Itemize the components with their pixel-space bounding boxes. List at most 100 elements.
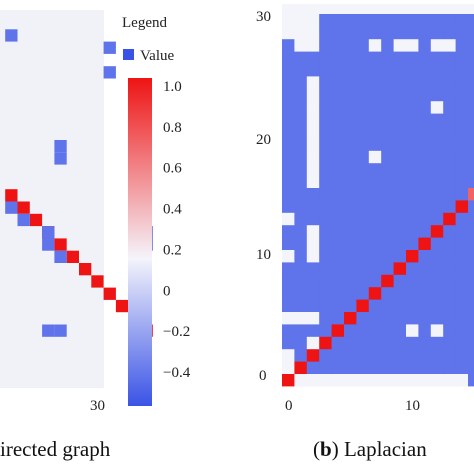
- panel-b-cell: [294, 224, 308, 238]
- panel-b-cell: [381, 200, 394, 213]
- panel-b-cell: [331, 286, 345, 300]
- panel-b-cell: [418, 88, 432, 102]
- panel-b-cell: [356, 14, 370, 27]
- panel-b-cell: [418, 26, 432, 40]
- panel-b-cell: [393, 51, 407, 64]
- panel-b-cell: [381, 361, 394, 374]
- panel-a-cell: [54, 324, 67, 337]
- panel-b-cell: [319, 286, 332, 300]
- panel-b-cell: [331, 336, 345, 350]
- panel-b-cell: [443, 212, 456, 226]
- panel-b-cell: [356, 324, 370, 337]
- panel-b-cell: [294, 88, 308, 102]
- panel-b-cell: [393, 212, 407, 226]
- panel-b-caption-text: Laplacian: [344, 437, 427, 461]
- panel-b-cell: [393, 224, 407, 238]
- panel-b-cell: [344, 262, 357, 275]
- panel-b-cell: [406, 348, 419, 362]
- panel-b-cell: [282, 324, 295, 337]
- panel-b-cell: [406, 212, 419, 226]
- panel-b-cell: [381, 262, 394, 275]
- panel-b-cell: [455, 100, 469, 114]
- panel-b-cell: [319, 175, 332, 188]
- panel-b-cell: [319, 88, 332, 102]
- panel-b-cell: [344, 373, 357, 387]
- panel-b-cell: [393, 125, 407, 139]
- panel-b-cell: [356, 274, 370, 288]
- panel-b-cell: [306, 14, 320, 27]
- panel-b-cell: [468, 187, 474, 201]
- panel-b-cell: [443, 200, 456, 213]
- panel-b-cell: [356, 373, 370, 387]
- panel-b-cell: [331, 224, 345, 238]
- panel-b-cell: [418, 224, 432, 238]
- panel-b-cell: [294, 336, 308, 350]
- panel-b-cell: [430, 100, 444, 114]
- panel-b-cell: [418, 373, 432, 387]
- panel-b-cell: [282, 113, 295, 126]
- panel-b-cell: [418, 14, 432, 27]
- panel-b-cell: [418, 150, 432, 164]
- panel-b-cell: [294, 14, 308, 27]
- panel-b-cell: [430, 237, 444, 250]
- panel-b-cell: [406, 311, 419, 325]
- panel-b-cell: [319, 38, 332, 52]
- panel-b-cell: [468, 212, 474, 226]
- panel-a-cell: [5, 29, 18, 42]
- panel-b-cell: [306, 125, 320, 139]
- panel-b-cell: [443, 125, 456, 139]
- panel-b-cell: [455, 373, 469, 387]
- panel-b-cell: [319, 212, 332, 226]
- colorbar-tick: 0.4: [163, 202, 182, 218]
- panel-b-cell: [443, 175, 456, 188]
- panel-b-cell: [294, 76, 308, 89]
- panel-b-cell: [430, 311, 444, 325]
- panel-b-cell: [430, 150, 444, 164]
- panel-b-cell: [393, 38, 407, 52]
- panel-b-cell: [468, 150, 474, 164]
- panel-b-cell: [282, 373, 295, 387]
- panel-b-cell: [294, 373, 308, 387]
- panel-b-cell: [393, 299, 407, 312]
- panel-b-cell: [344, 138, 357, 151]
- panel-b-cell: [418, 262, 432, 275]
- panel-b-caption: (b) Laplacian: [313, 437, 427, 461]
- panel-b-cell: [381, 14, 394, 27]
- panel-b-cell: [331, 249, 345, 263]
- panel-b-cell: [393, 113, 407, 126]
- panel-b: 30 20 10 0 0 10 (b) Laplacian: [256, 4, 474, 461]
- panel-b-cell: [468, 262, 474, 275]
- panel-b-cell: [306, 38, 320, 52]
- panel-b-cell: [356, 175, 370, 188]
- panel-b-cell: [331, 88, 345, 102]
- legend: Legend Value 1.0 0.8 0.6 0.4 0.2 0 −0.2 −0.4: [122, 15, 191, 406]
- panel-b-cell: [443, 38, 456, 52]
- panel-b-cell: [331, 237, 345, 250]
- panel-b-cell: [468, 175, 474, 188]
- panel-b-cell: [455, 200, 469, 213]
- legend-item-label: Value: [140, 48, 174, 64]
- panel-b-cell: [344, 150, 357, 164]
- panel-b-cell: [368, 286, 382, 300]
- panel-b-cell: [356, 361, 370, 374]
- panel-b-cell: [368, 38, 382, 52]
- panel-b-cell: [294, 162, 308, 176]
- panel-b-cell: [455, 249, 469, 263]
- panel-b-cell: [368, 249, 382, 263]
- panel-b-cell: [356, 113, 370, 126]
- panel-b-cell: [368, 63, 382, 77]
- panel-b-cell: [455, 63, 469, 77]
- panel-b-y-tick-0: 0: [259, 368, 267, 384]
- panel-b-cell: [331, 138, 345, 151]
- panel-b-cell: [319, 14, 332, 27]
- panel-b-cell: [381, 76, 394, 89]
- panel-b-cell: [344, 113, 357, 126]
- panel-b-cell: [468, 38, 474, 52]
- panel-b-cell: [443, 187, 456, 201]
- panel-b-cell: [443, 324, 456, 337]
- panel-b-cell: [306, 113, 320, 126]
- panel-b-cell: [418, 63, 432, 77]
- panel-b-cell: [381, 348, 394, 362]
- panel-b-cell: [430, 63, 444, 77]
- panel-b-cell: [443, 237, 456, 250]
